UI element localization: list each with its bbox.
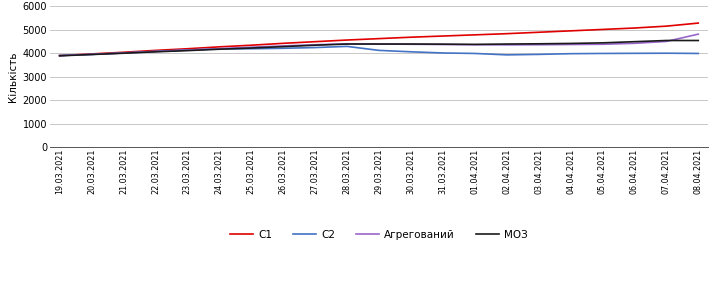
С1 [438, 34, 447, 38]
С2 [279, 46, 287, 50]
МОЗ [215, 47, 224, 51]
Агрегований [247, 45, 255, 49]
МОЗ [694, 39, 703, 42]
С2 [470, 52, 479, 55]
Агрегований [311, 43, 320, 47]
МОЗ [119, 51, 128, 55]
С1 [566, 29, 575, 33]
Агрегований [375, 42, 383, 46]
МОЗ [662, 39, 671, 42]
Агрегований [87, 52, 96, 56]
С1 [87, 52, 96, 56]
МОЗ [503, 42, 511, 46]
МОЗ [598, 41, 607, 45]
МОЗ [342, 42, 351, 46]
С2 [694, 52, 703, 55]
С2 [119, 51, 128, 55]
С1 [151, 49, 159, 52]
С1 [503, 32, 511, 36]
С2 [311, 46, 320, 49]
МОЗ [375, 42, 383, 46]
С1 [598, 28, 607, 31]
Агрегований [694, 32, 703, 36]
С1 [534, 30, 543, 34]
С1 [407, 35, 415, 39]
Line: С2: С2 [59, 46, 699, 56]
Агрегований [55, 54, 64, 57]
Агрегований [342, 42, 351, 46]
Агрегований [215, 47, 224, 50]
С2 [87, 52, 96, 56]
С1 [470, 33, 479, 37]
С1 [215, 45, 224, 49]
Агрегований [279, 44, 287, 48]
Агрегований [438, 43, 447, 46]
С1 [630, 26, 638, 30]
МОЗ [55, 54, 64, 58]
МОЗ [438, 42, 447, 46]
С2 [438, 51, 447, 55]
С1 [279, 41, 287, 45]
С1 [247, 43, 255, 47]
Агрегований [470, 43, 479, 47]
С2 [534, 52, 543, 56]
МОЗ [407, 42, 415, 46]
Агрегований [662, 40, 671, 43]
Агрегований [534, 43, 543, 47]
С2 [503, 53, 511, 57]
Line: Агрегований: Агрегований [59, 34, 699, 56]
Агрегований [119, 51, 128, 55]
С1 [119, 50, 128, 54]
МОЗ [279, 45, 287, 49]
С2 [630, 52, 638, 55]
С2 [662, 51, 671, 55]
МОЗ [311, 43, 320, 47]
МОЗ [470, 43, 479, 46]
С2 [151, 49, 159, 53]
С2 [598, 52, 607, 55]
С2 [247, 47, 255, 51]
МОЗ [247, 46, 255, 50]
Y-axis label: Кількість: Кількість [9, 52, 19, 102]
С1 [375, 37, 383, 41]
С2 [215, 47, 224, 51]
Агрегований [598, 42, 607, 46]
С2 [407, 50, 415, 54]
С2 [342, 45, 351, 48]
С2 [183, 48, 192, 52]
Line: МОЗ: МОЗ [59, 41, 699, 56]
Агрегований [630, 41, 638, 45]
С1 [662, 24, 671, 28]
МОЗ [183, 49, 192, 52]
Агрегований [183, 48, 192, 52]
С1 [342, 38, 351, 42]
С1 [311, 40, 320, 44]
Агрегований [407, 42, 415, 46]
Line: С1: С1 [59, 23, 699, 56]
С1 [55, 54, 64, 57]
МОЗ [566, 42, 575, 45]
Агрегований [566, 43, 575, 46]
Агрегований [151, 50, 159, 53]
МОЗ [630, 40, 638, 44]
МОЗ [534, 42, 543, 46]
Агрегований [503, 43, 511, 47]
С2 [566, 52, 575, 56]
Legend: С1, С2, Агрегований, МОЗ: С1, С2, Агрегований, МОЗ [226, 226, 532, 244]
С2 [55, 54, 64, 57]
С2 [375, 49, 383, 52]
МОЗ [151, 50, 159, 54]
С1 [183, 47, 192, 51]
МОЗ [87, 53, 96, 56]
С1 [694, 21, 703, 25]
